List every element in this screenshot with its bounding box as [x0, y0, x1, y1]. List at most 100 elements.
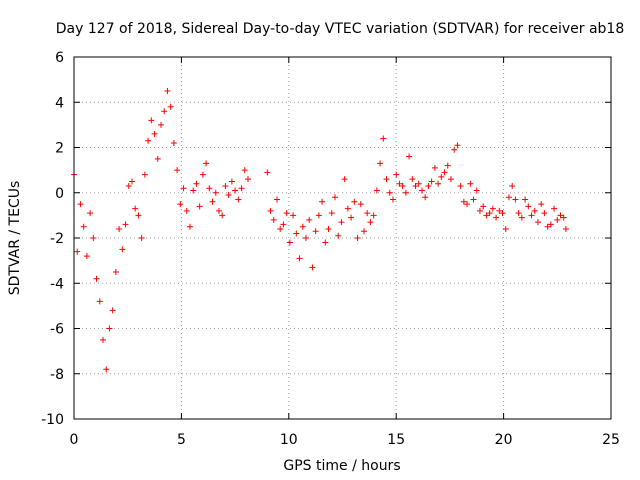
- data-point: [557, 212, 564, 219]
- data-point: [280, 221, 287, 228]
- x-tick-labels: 0 5 10 15 20 25: [70, 432, 620, 448]
- data-point: [302, 235, 309, 241]
- data-point: [177, 201, 184, 208]
- data-point: [406, 153, 413, 160]
- data-point: [360, 228, 367, 235]
- data-point: [122, 221, 129, 228]
- data-point: [125, 182, 132, 189]
- data-point: [306, 216, 313, 223]
- data-point: [415, 180, 422, 187]
- data-point: [457, 182, 464, 189]
- data-point: [273, 196, 280, 203]
- data-point: [80, 223, 87, 230]
- data-point: [515, 210, 522, 217]
- data-point: [112, 268, 119, 275]
- data-point: [412, 182, 419, 189]
- data-point: [315, 212, 322, 219]
- data-point: [483, 212, 490, 219]
- data-point: [264, 169, 271, 176]
- data-point: [235, 196, 242, 203]
- data-point: [293, 230, 300, 237]
- data-point: [428, 178, 435, 185]
- data-point: [370, 212, 377, 219]
- data-point: [348, 214, 355, 221]
- y-tick-label: 6: [55, 50, 64, 66]
- data-point: [509, 182, 516, 189]
- data-point: [93, 275, 100, 282]
- data-point: [554, 216, 561, 223]
- data-point: [219, 212, 226, 219]
- data-point: [90, 235, 97, 241]
- data-point: [541, 210, 548, 217]
- data-point: [486, 210, 493, 217]
- data-point: [467, 180, 474, 187]
- data-point: [562, 225, 569, 232]
- data-point: [522, 196, 529, 203]
- data-point: [344, 205, 351, 212]
- y-tick-label: 2: [55, 141, 64, 157]
- data-point: [109, 307, 116, 314]
- x-axis-label: GPS time / hours: [283, 458, 400, 474]
- data-point: [538, 201, 545, 208]
- data-point: [154, 155, 161, 162]
- data-point: [244, 176, 251, 183]
- data-point: [103, 366, 110, 373]
- axis-ticks: [73, 56, 612, 420]
- data-point: [447, 176, 454, 183]
- data-point: [431, 164, 438, 171]
- data-point: [409, 176, 416, 183]
- data-point: [438, 173, 445, 180]
- data-point: [157, 121, 164, 128]
- data-point: [335, 232, 342, 239]
- data-point: [77, 201, 84, 208]
- data-point: [331, 194, 338, 201]
- data-point: [286, 239, 293, 246]
- data-point: [225, 192, 232, 199]
- data-point: [170, 139, 177, 146]
- data-point: [341, 176, 348, 183]
- data-point: [354, 235, 361, 241]
- data-point: [518, 214, 525, 221]
- data-point: [174, 167, 181, 174]
- data-point: [116, 225, 123, 232]
- data-point: [180, 185, 187, 192]
- data-point: [222, 182, 229, 189]
- x-tick-label: 15: [387, 432, 405, 448]
- data-point: [560, 214, 567, 221]
- y-tick-label: 4: [55, 95, 64, 111]
- data-point: [373, 187, 380, 194]
- data-point: [215, 207, 222, 214]
- data-point: [145, 137, 152, 144]
- x-tick-label: 0: [70, 432, 79, 448]
- data-point: [480, 203, 487, 210]
- data-point: [534, 219, 541, 226]
- data-point: [551, 205, 558, 212]
- data-point: [99, 336, 106, 343]
- data-point: [380, 135, 387, 142]
- data-point: [193, 180, 200, 187]
- data-point: [132, 205, 139, 212]
- data-point: [83, 253, 90, 260]
- data-point: [357, 201, 364, 208]
- data-point: [435, 180, 442, 187]
- data-point: [325, 225, 332, 232]
- data-point: [186, 223, 193, 230]
- data-point: [151, 130, 158, 137]
- data-point: [544, 223, 551, 230]
- chart-title: Day 127 of 2018, Sidereal Day-to-day VTE…: [56, 21, 625, 37]
- data-point: [351, 198, 358, 205]
- data-point: [451, 146, 458, 153]
- y-tick-label: -2: [50, 231, 64, 247]
- data-point: [199, 171, 206, 178]
- data-point: [299, 223, 306, 230]
- data-point: [464, 201, 471, 208]
- data-point: [386, 189, 393, 196]
- data-point: [296, 255, 303, 262]
- data-point: [470, 196, 477, 203]
- data-point: [338, 219, 345, 226]
- data-point: [135, 212, 142, 219]
- data-point: [496, 207, 503, 214]
- x-tick-label: 10: [280, 432, 298, 448]
- data-point: [196, 203, 203, 210]
- data-point: [312, 228, 319, 235]
